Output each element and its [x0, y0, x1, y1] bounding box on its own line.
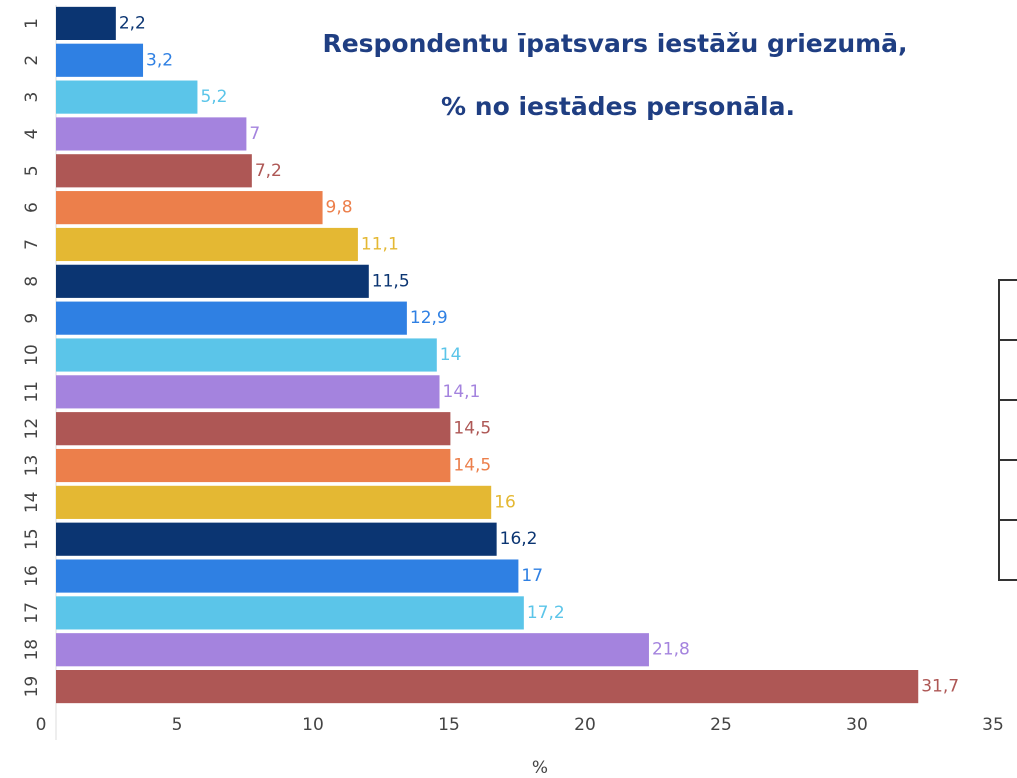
x-tick-label: 35 — [982, 715, 1004, 735]
y-tick-label: 12 — [22, 418, 42, 440]
cropped-table — [998, 279, 1017, 581]
value-label: 16 — [494, 492, 516, 512]
bar — [56, 227, 358, 262]
x-tick-label: 15 — [438, 715, 460, 735]
value-label: 7 — [249, 124, 260, 144]
bar — [56, 117, 247, 151]
x-axis-label: % — [532, 758, 548, 778]
bar — [56, 670, 919, 704]
x-tick-label: 25 — [710, 715, 732, 735]
value-label: 17,2 — [527, 603, 565, 623]
value-label: 14,5 — [453, 456, 491, 476]
x-tick-label: 20 — [574, 715, 596, 735]
x-tick-label: 10 — [302, 715, 324, 735]
x-tick-label: 0 — [36, 715, 47, 735]
y-tick-label: 3 — [22, 92, 42, 103]
bar — [56, 559, 519, 593]
value-label: 14,5 — [453, 419, 491, 439]
bar — [56, 43, 144, 77]
y-tick-label: 6 — [22, 202, 42, 213]
bar — [56, 375, 440, 409]
value-label: 2,2 — [119, 13, 146, 33]
y-tick-label: 14 — [22, 492, 42, 514]
value-label: 31,7 — [921, 677, 959, 697]
value-label: 5,2 — [200, 87, 227, 107]
bar — [56, 338, 437, 372]
chart-title: % no iestādes personāla. — [441, 92, 795, 121]
value-label: 14,1 — [443, 382, 481, 402]
bar — [56, 80, 198, 114]
value-label: 7,2 — [255, 161, 282, 181]
x-tick-label: 5 — [172, 715, 183, 735]
bar — [56, 596, 524, 630]
bar — [56, 633, 649, 667]
value-label: 12,9 — [410, 308, 448, 328]
y-tick-label: 9 — [22, 313, 42, 324]
value-label: 21,8 — [652, 640, 690, 660]
chart-title: Respondentu īpatsvars iestāžu griezumā, — [322, 29, 907, 58]
y-tick-label: 16 — [22, 565, 42, 587]
value-label: 14 — [440, 345, 462, 365]
y-tick-label: 4 — [22, 129, 42, 140]
value-label: 11,5 — [372, 271, 410, 291]
y-tick-label: 15 — [22, 528, 42, 550]
y-tick-label: 13 — [22, 455, 42, 477]
y-tick-label: 18 — [22, 639, 42, 661]
value-label: 3,2 — [146, 50, 173, 70]
y-tick-label: 11 — [22, 381, 42, 403]
value-label: 16,2 — [500, 529, 538, 549]
bar — [56, 301, 407, 335]
y-tick-label: 8 — [22, 276, 42, 287]
bar — [56, 522, 497, 556]
y-tick-label: 10 — [22, 344, 42, 366]
bar — [56, 485, 492, 519]
value-label: 11,1 — [361, 234, 399, 254]
bar — [56, 448, 451, 483]
y-tick-label: 19 — [22, 676, 42, 698]
y-tick-label: 17 — [22, 602, 42, 624]
bar — [56, 154, 252, 188]
bar — [56, 264, 369, 298]
bar — [56, 191, 323, 225]
y-tick-label: 2 — [22, 55, 42, 66]
value-label: 9,8 — [326, 198, 353, 218]
y-tick-label: 5 — [22, 165, 42, 176]
value-label: 17 — [521, 566, 543, 586]
x-tick-label: 30 — [846, 715, 868, 735]
y-tick-label: 1 — [22, 18, 42, 29]
bar — [56, 412, 451, 446]
bar — [56, 6, 116, 40]
y-tick-label: 7 — [22, 239, 42, 250]
